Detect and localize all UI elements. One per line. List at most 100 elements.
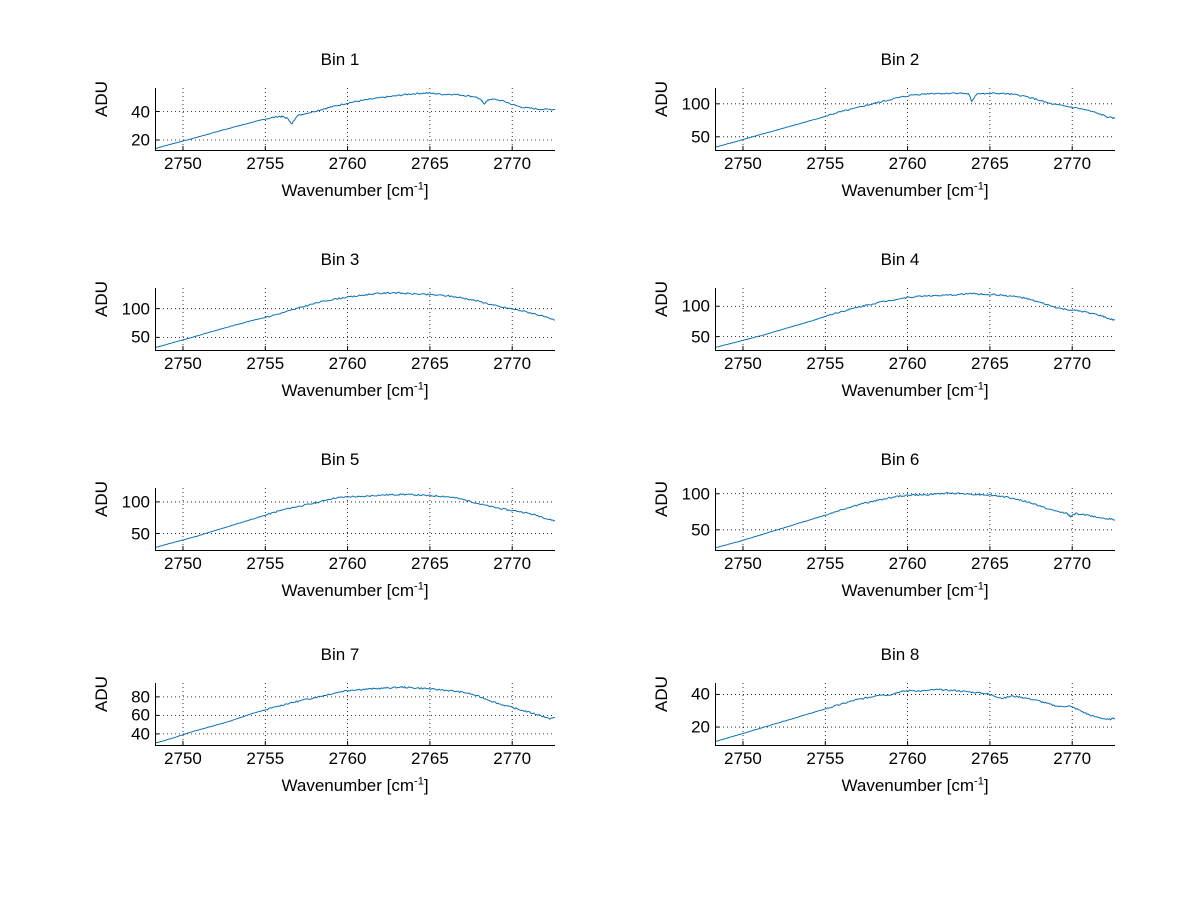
y-tick-label: 50 [691,327,710,347]
x-axis-label-exponent: -1 [414,580,424,593]
x-tick-label-group: 2750 2755 2760 2765 2770 [155,354,555,378]
chart-panel-bin-8: Bin 8 ADU 20 40 2750 2755 2760 2765 2770 Wavenumb… [620,645,1180,845]
panel-title: Bin 2 [880,50,920,69]
x-tick-label: 2750 [164,354,202,373]
data-series-line [155,291,555,349]
x-axis-label-text: Wavenumber [cm [281,776,415,795]
x-axis-label-exponent: -1 [974,775,984,788]
x-tick-label: 2760 [888,554,927,573]
x-axis-label-text: Wavenumber [cm [841,181,975,200]
x-axis-label-text: Wavenumber [cm [281,381,415,400]
x-tick-label: 2750 [164,554,202,573]
x-axis-label: Wavenumber [cm-1] [715,581,1115,601]
x-tick-label: 2750 [164,749,202,768]
x-axis-label-exponent: -1 [974,380,984,393]
plot-svg [155,488,555,551]
plot-svg [155,288,555,351]
x-tick-label: 2755 [806,154,845,173]
data-series-line [155,686,555,744]
x-tick-label: 2750 [724,154,762,173]
axis-lines [715,88,1115,151]
axis-lines [155,683,555,746]
x-tick-label: 2770 [1053,554,1092,573]
chart-panel-bin-6: Bin 6 ADU 50 100 2750 2755 2760 2765 2770 Wavenum… [620,450,1180,650]
axis-lines [715,288,1115,351]
x-tick-label: 2750 [164,154,202,173]
x-axis-label-text: Wavenumber [cm [841,776,975,795]
x-axis-label-exponent: -1 [414,180,424,193]
data-series-line [155,493,555,548]
y-tick-label-group: 50 100 [95,288,153,350]
y-tick-label: 50 [691,127,710,147]
y-tick-label: 40 [131,102,150,122]
x-tick-label: 2755 [246,154,285,173]
panel-title: Bin 1 [320,50,360,69]
panel-title: Bin 5 [320,450,360,469]
x-axis-label: Wavenumber [cm-1] [715,776,1115,796]
chart-panel-bin-4: Bin 4 ADU 50 100 2750 2755 2760 2765 2770 Wavenum… [620,250,1180,450]
x-tick-label: 2750 [724,749,762,768]
x-axis-label: Wavenumber [cm-1] [155,181,555,201]
x-axis-label-text: Wavenumber [cm [281,581,415,600]
x-tick-label: 2760 [328,154,367,173]
x-tick-label: 2755 [806,354,845,373]
x-tick-label: 2760 [328,749,367,768]
plot-area [155,288,555,351]
x-axis-label-bracket: ] [423,581,429,600]
plot-area [155,683,555,746]
panel-title: Bin 6 [880,450,920,469]
x-tick-label: 2755 [246,749,285,768]
x-axis-label-text: Wavenumber [cm [841,581,975,600]
x-tick-label: 2760 [888,354,927,373]
axis-lines [155,88,555,151]
plot-svg [715,88,1115,151]
x-tick-label: 2760 [888,154,927,173]
x-tick-label-group: 2750 2755 2760 2765 2770 [715,354,1115,378]
plot-area [715,683,1115,746]
y-tick-label: 20 [131,130,150,150]
y-tick-label: 40 [691,684,710,704]
axis-lines [155,288,555,351]
y-tick-label-group: 20 40 [655,683,713,745]
plot-area [715,288,1115,351]
data-series-line [715,688,1115,743]
x-tick-label: 2765 [970,554,1009,573]
x-tick-label: 2765 [410,154,449,173]
plot-area [155,488,555,551]
x-axis-label-text: Wavenumber [cm [841,381,975,400]
x-tick-label: 2760 [328,354,367,373]
chart-panel-bin-7: Bin 7 ADU 40 60 80 2750 2755 2760 2765 2770 Wavenu… [60,645,620,845]
y-tick-label: 20 [691,717,710,737]
chart-panel-bin-3: Bin 3 ADU 50 100 2750 2755 2760 2765 2770 Wavenum… [60,250,620,450]
x-tick-label-group: 2750 2755 2760 2765 2770 [715,154,1115,178]
panel-title: Bin 3 [320,250,360,269]
x-axis-label: Wavenumber [cm-1] [155,381,555,401]
data-series-line [715,92,1115,148]
data-series-line [715,492,1115,549]
y-tick-label-group: 50 100 [655,288,713,350]
panel-title: Bin 4 [880,250,920,269]
y-tick-label-group: 50 100 [655,88,713,150]
x-tick-label-group: 2750 2755 2760 2765 2770 [155,154,555,178]
plot-svg [715,288,1115,351]
x-axis-label-exponent: -1 [414,380,424,393]
x-tick-label: 2750 [724,554,762,573]
x-axis-label: Wavenumber [cm-1] [155,776,555,796]
x-tick-label: 2770 [493,554,532,573]
chart-panel-bin-2: Bin 2 ADU 50 100 2750 2755 2760 2765 2770 Wavenum… [620,50,1180,250]
x-axis-label: Wavenumber [cm-1] [155,581,555,601]
x-tick-label: 2765 [970,154,1009,173]
x-axis-label-bracket: ] [983,776,989,795]
x-axis-label-exponent: -1 [974,580,984,593]
x-tick-label: 2770 [493,354,532,373]
x-axis-label-bracket: ] [983,181,989,200]
y-tick-label: 100 [681,296,710,316]
y-tick-label-group: 40 60 80 [95,683,153,745]
x-tick-label: 2755 [806,749,845,768]
data-series-line [155,92,555,150]
y-tick-label: 60 [131,705,150,725]
x-axis-label-bracket: ] [983,581,989,600]
x-tick-label: 2755 [246,554,285,573]
x-axis-label: Wavenumber [cm-1] [715,181,1115,201]
